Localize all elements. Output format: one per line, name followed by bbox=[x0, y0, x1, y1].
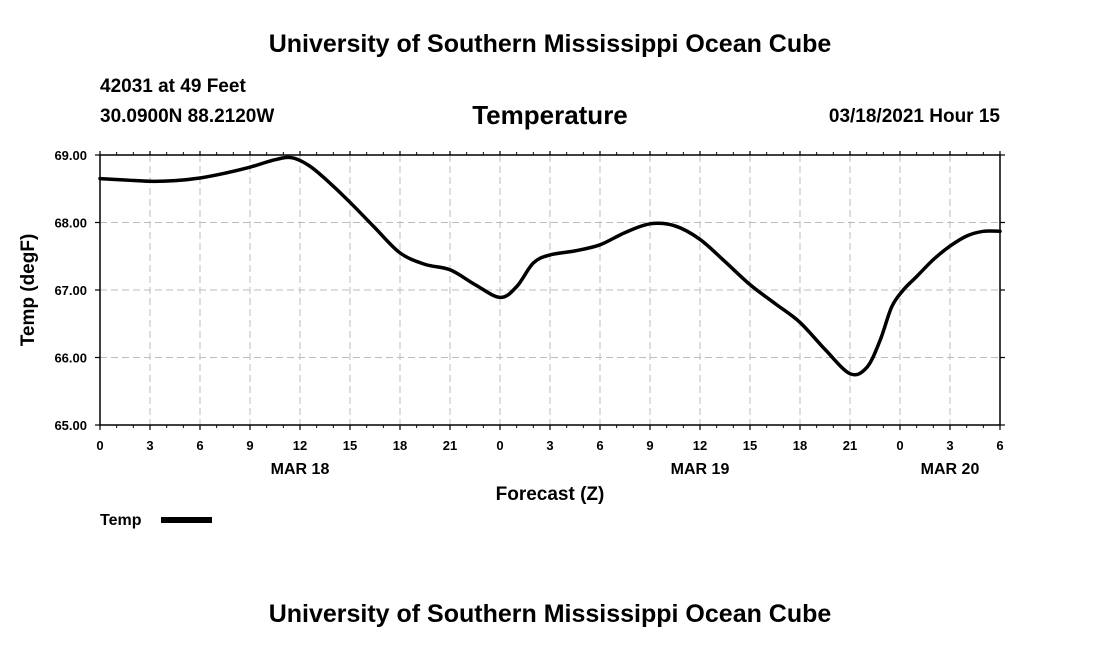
y-tick-label: 69.00 bbox=[54, 148, 87, 163]
chart-title: Temperature bbox=[472, 100, 628, 130]
x-tick-label: 0 bbox=[896, 438, 903, 453]
y-tick-label: 67.00 bbox=[54, 283, 87, 298]
legend-label: Temp bbox=[100, 512, 142, 529]
axis-ticks bbox=[95, 151, 1005, 430]
x-tick-label: 6 bbox=[196, 438, 203, 453]
x-tick-label: 21 bbox=[443, 438, 457, 453]
x-tick-label: 3 bbox=[546, 438, 553, 453]
x-axis-label: Forecast (Z) bbox=[496, 484, 605, 505]
tick-labels: 0 3 6 9 12 15 18 21 0 3 6 9 12 15 18 21 0 3 6 MAR 18 MAR 19 M… bbox=[54, 148, 1003, 478]
x-tick-label: 15 bbox=[743, 438, 757, 453]
x-tick-label: 12 bbox=[693, 438, 707, 453]
y-axis-label: Temp (degF) bbox=[18, 234, 39, 347]
x-tick-label: 15 bbox=[343, 438, 357, 453]
x-tick-label: 21 bbox=[843, 438, 857, 453]
top-title: University of Southern Mississippi Ocean… bbox=[268, 30, 832, 58]
station-label: 42031 at 49 Feet bbox=[100, 76, 246, 97]
y-tick-label: 68.00 bbox=[54, 216, 87, 231]
x-tick-label: 18 bbox=[793, 438, 807, 453]
y-tick-label: 65.00 bbox=[54, 418, 87, 433]
x-tick-label: 6 bbox=[996, 438, 1003, 453]
x-tick-label: 9 bbox=[646, 438, 653, 453]
date-label: MAR 19 bbox=[671, 461, 730, 478]
date-label: MAR 18 bbox=[271, 461, 330, 478]
coordinates-label: 30.0900N 88.2120W bbox=[100, 106, 275, 127]
y-tick-label: 66.00 bbox=[54, 351, 87, 366]
x-tick-label: 18 bbox=[393, 438, 407, 453]
x-tick-label: 3 bbox=[146, 438, 153, 453]
x-tick-label: 0 bbox=[496, 438, 503, 453]
grid bbox=[100, 155, 1000, 425]
date-label: MAR 20 bbox=[921, 461, 980, 478]
series-line-temp bbox=[98, 155, 1002, 377]
x-tick-label: 12 bbox=[293, 438, 307, 453]
x-tick-label: 3 bbox=[946, 438, 953, 453]
valid-time-label: 03/18/2021 Hour 15 bbox=[828, 106, 1000, 127]
x-tick-label: 6 bbox=[596, 438, 603, 453]
bottom-title: University of Southern Mississippi Ocean… bbox=[268, 600, 832, 628]
x-tick-label: 0 bbox=[96, 438, 103, 453]
x-tick-label: 9 bbox=[246, 438, 253, 453]
